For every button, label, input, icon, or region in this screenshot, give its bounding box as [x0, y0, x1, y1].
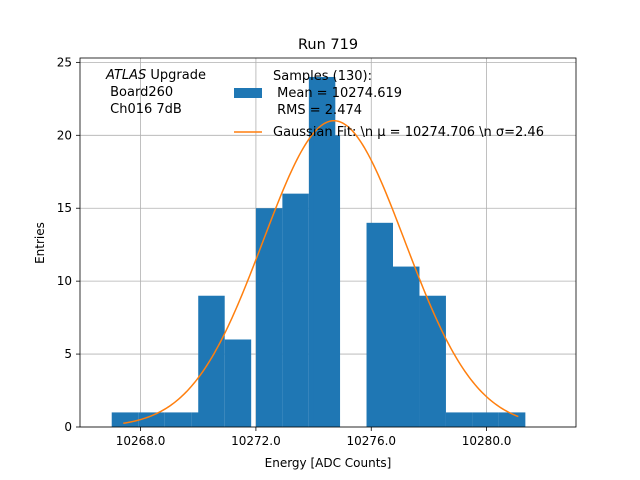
histogram-bar-10 — [366, 222, 393, 427]
histogram-bar-1 — [138, 412, 165, 427]
y-axis-label: Entries — [33, 222, 47, 264]
histogram-bar-13 — [445, 412, 473, 427]
x-tick-label-3: 10280.0 — [462, 434, 512, 448]
histogram-bar-11 — [392, 266, 420, 427]
y-tick-label-3: 15 — [57, 201, 72, 215]
x-axis-ticks: 10268.0 10272.0 10276.0 10280.0 — [116, 427, 512, 448]
histogram-bar-6 — [255, 208, 283, 427]
legend-swatch-histogram — [234, 88, 262, 98]
y-tick-label-0: 0 — [64, 420, 72, 434]
legend-hist-line-3: RMS = 2.474 — [273, 103, 362, 118]
annotation-upgrade-word: Upgrade — [146, 68, 206, 83]
x-tick-label-2: 10276.0 — [346, 434, 396, 448]
histogram-bar-0 — [111, 412, 139, 427]
y-axis-ticks: 0 5 10 15 20 25 — [57, 55, 80, 434]
gaussian-fit-curve — [123, 119, 519, 425]
histogram-bar-12 — [419, 295, 446, 427]
histogram-bar-14 — [472, 412, 499, 427]
x-tick-label-0: 10268.0 — [116, 434, 166, 448]
annotation-atlas-word: ATLAS — [105, 68, 146, 83]
plot-frame — [79, 57, 577, 428]
x-tick-label-1: 10272.0 — [231, 434, 281, 448]
histogram-bar-7 — [282, 193, 309, 427]
histogram-bars — [111, 76, 526, 427]
annotation-line-2: Board260 — [106, 85, 173, 100]
legend: Samples (130): Mean = 10274.619 RMS = 2.… — [234, 69, 544, 140]
annotation-line-3: Ch016 7dB — [106, 102, 182, 117]
histogram-bar-9 — [313, 135, 341, 427]
annotation-line-1: ATLAS Upgrade — [105, 68, 206, 83]
chart-title: Run 719 — [298, 37, 358, 53]
y-tick-label-4: 20 — [57, 128, 72, 142]
y-tick-label-1: 5 — [64, 347, 72, 361]
histogram-bar-2 — [164, 412, 192, 427]
y-tick-label-5: 25 — [57, 55, 72, 69]
histogram-bar-15 — [498, 412, 526, 427]
legend-hist-line-1: Samples (130): — [273, 69, 372, 84]
histogram-bar-5 — [224, 339, 252, 427]
legend-fit-label: Gaussian Fit: \n μ = 10274.706 \n σ=2.46 — [273, 125, 544, 140]
atlas-annotation: ATLAS Upgrade Board260 Ch016 7dB — [105, 68, 206, 117]
x-axis-label: Energy [ADC Counts] — [265, 456, 392, 470]
legend-hist-line-2: Mean = 10274.619 — [273, 86, 402, 101]
y-tick-label-2: 10 — [57, 274, 72, 288]
histogram-bar-4 — [198, 295, 225, 427]
